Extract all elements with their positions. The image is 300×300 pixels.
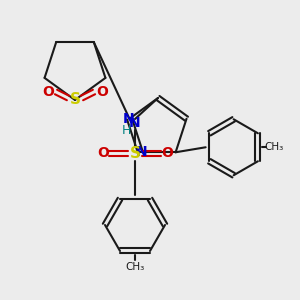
- Text: O: O: [161, 146, 173, 160]
- Text: CH₃: CH₃: [125, 262, 145, 272]
- Text: N: N: [123, 112, 134, 126]
- Text: H: H: [121, 124, 131, 137]
- Text: O: O: [96, 85, 108, 99]
- Text: S: S: [70, 92, 80, 107]
- Text: S: S: [130, 146, 140, 160]
- Text: O: O: [42, 85, 54, 99]
- Text: N: N: [136, 145, 147, 159]
- Text: N: N: [129, 116, 141, 130]
- Text: CH₃: CH₃: [264, 142, 283, 152]
- Text: O: O: [97, 146, 109, 160]
